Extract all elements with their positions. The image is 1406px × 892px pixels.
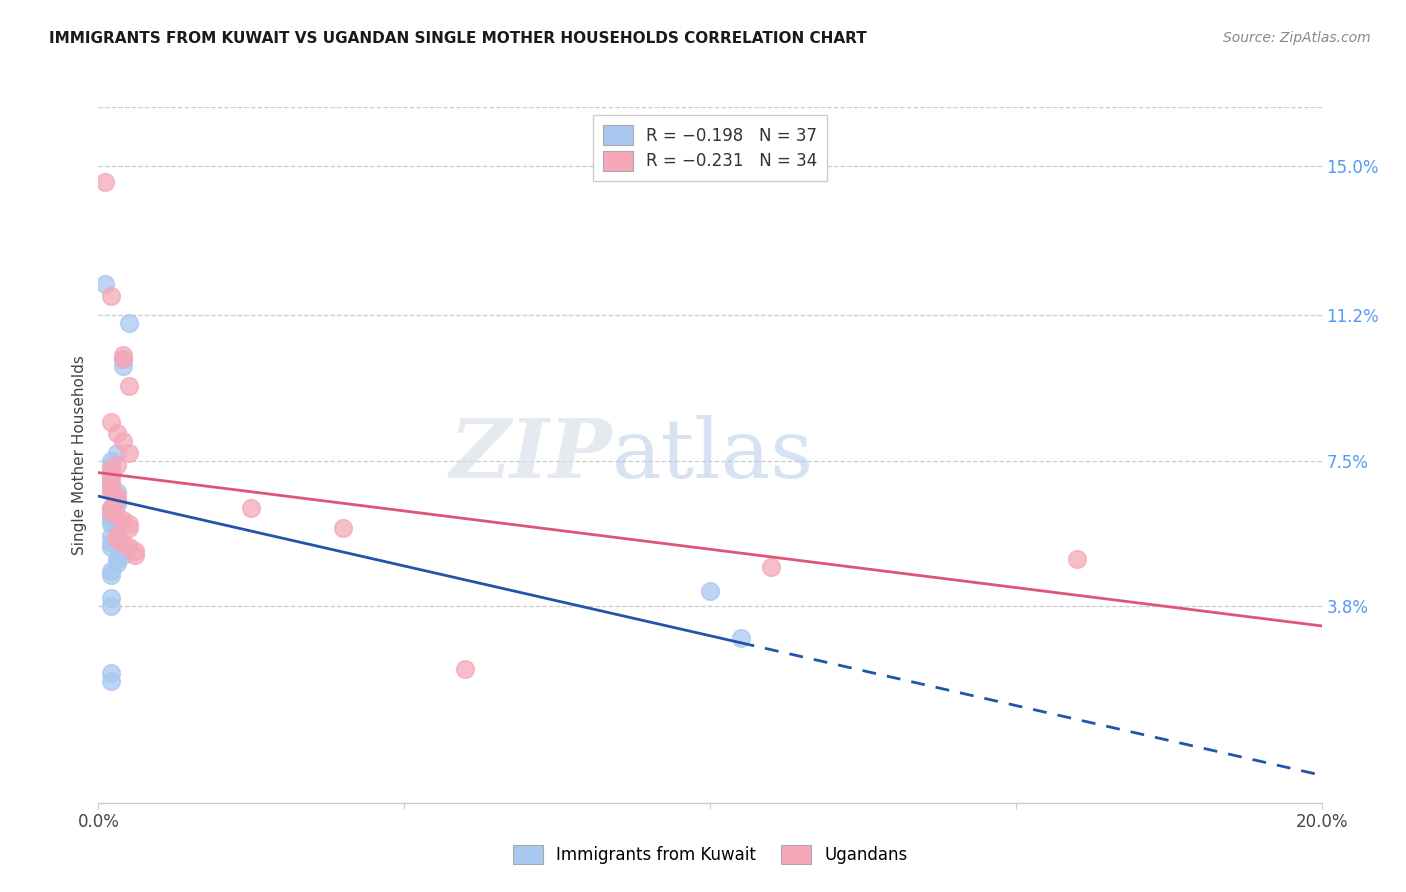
Point [100,513,122,527]
Point [1066,552,1088,566]
Point [105,458,128,472]
Point [118,316,141,330]
Point [124,548,146,562]
Point [100,466,122,480]
Point [100,415,122,429]
Text: Source: ZipAtlas.com: Source: ZipAtlas.com [1223,31,1371,45]
Point [105,521,128,535]
Point [100,454,122,468]
Point [100,505,122,519]
Point [100,469,122,483]
Point [100,666,122,681]
Point [240,500,263,515]
Point [93,277,115,291]
Point [105,533,128,547]
Point [100,591,122,606]
Point [100,461,122,475]
Point [759,560,782,574]
Point [124,544,146,558]
Point [111,434,134,449]
Point [105,493,128,508]
Text: atlas: atlas [612,415,814,495]
Point [105,508,128,523]
Point [111,548,134,562]
Point [100,505,122,519]
Point [100,564,122,578]
Point [100,474,122,488]
Point [100,477,122,491]
Point [105,528,128,542]
Point [100,485,122,500]
Point [100,500,122,515]
Point [105,556,128,570]
Point [111,351,134,366]
Point [100,481,122,495]
Point [100,528,122,542]
Point [100,458,122,472]
Point [100,461,122,475]
Point [100,673,122,688]
Point [111,536,134,550]
Point [118,379,141,393]
Point [105,485,128,500]
Point [100,516,122,531]
Point [105,533,128,547]
Point [100,536,122,550]
Text: ZIP: ZIP [450,415,612,495]
Point [105,426,128,441]
Point [100,541,122,555]
Point [111,351,134,366]
Point [100,481,122,495]
Legend: Immigrants from Kuwait, Ugandans: Immigrants from Kuwait, Ugandans [502,835,918,874]
Point [100,500,122,515]
Point [118,521,141,535]
Point [699,583,721,598]
Point [118,541,141,555]
Point [100,599,122,614]
Point [730,631,752,645]
Point [332,521,354,535]
Point [105,552,128,566]
Point [100,289,122,303]
Point [118,446,141,460]
Point [100,567,122,582]
Point [111,359,134,374]
Point [118,516,141,531]
Point [111,544,134,558]
Point [100,508,122,523]
Point [105,489,128,503]
Point [105,446,128,460]
Point [93,175,115,189]
Point [111,348,134,362]
Point [105,497,128,511]
Point [454,662,477,676]
Point [100,477,122,491]
Point [105,493,128,508]
Text: IMMIGRANTS FROM KUWAIT VS UGANDAN SINGLE MOTHER HOUSEHOLDS CORRELATION CHART: IMMIGRANTS FROM KUWAIT VS UGANDAN SINGLE… [49,31,868,46]
Y-axis label: Single Mother Households: Single Mother Households [72,355,87,555]
Point [111,513,134,527]
